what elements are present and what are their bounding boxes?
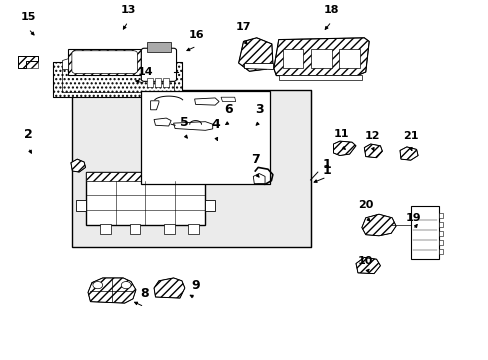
Bar [438, 231, 442, 236]
Polygon shape [238, 38, 272, 71]
Polygon shape [355, 257, 380, 274]
Text: 1: 1 [322, 158, 330, 171]
Text: 12: 12 [364, 131, 380, 141]
Text: 14: 14 [138, 67, 153, 77]
Bar [438, 222, 442, 227]
Text: 11: 11 [333, 129, 348, 139]
Polygon shape [18, 56, 38, 68]
Text: 4: 4 [211, 118, 220, 131]
Circle shape [121, 282, 131, 289]
Circle shape [93, 282, 102, 289]
Bar [438, 240, 442, 245]
Text: 18: 18 [323, 5, 339, 15]
Bar [72, 90, 310, 247]
Bar [188, 224, 199, 234]
Bar [85, 172, 205, 181]
Polygon shape [154, 278, 184, 298]
Bar [438, 249, 442, 254]
Polygon shape [62, 59, 68, 69]
Bar [310, 49, 331, 68]
Bar [85, 172, 205, 225]
Text: 6: 6 [224, 103, 233, 116]
Bar [278, 75, 361, 80]
Text: 8: 8 [140, 287, 148, 300]
Text: 5: 5 [180, 116, 189, 129]
Text: 3: 3 [254, 103, 263, 116]
Bar [61, 67, 173, 92]
FancyBboxPatch shape [72, 51, 137, 73]
Bar [155, 78, 161, 87]
Text: 16: 16 [188, 30, 204, 40]
Text: 19: 19 [405, 213, 420, 223]
Text: 1: 1 [322, 165, 330, 177]
Bar [68, 49, 141, 75]
Polygon shape [71, 159, 85, 172]
Polygon shape [88, 278, 136, 303]
Bar [146, 78, 152, 87]
Bar [53, 62, 182, 97]
Polygon shape [76, 200, 85, 211]
Bar [129, 224, 140, 234]
Polygon shape [364, 144, 382, 158]
Bar [18, 56, 38, 68]
Text: 20: 20 [357, 200, 373, 210]
Bar [141, 91, 269, 184]
Polygon shape [399, 147, 417, 160]
Text: 7: 7 [250, 153, 259, 166]
Text: 2: 2 [24, 128, 33, 141]
Polygon shape [154, 118, 171, 126]
Bar [438, 213, 442, 218]
Polygon shape [253, 174, 264, 184]
Polygon shape [194, 98, 219, 105]
Bar [163, 224, 174, 234]
Bar [100, 224, 111, 234]
Polygon shape [273, 38, 368, 76]
Polygon shape [243, 63, 272, 69]
Text: 21: 21 [402, 131, 418, 141]
Bar [282, 49, 303, 68]
Polygon shape [205, 200, 215, 211]
Polygon shape [361, 214, 395, 236]
Bar [410, 206, 438, 259]
Text: 9: 9 [191, 279, 200, 292]
FancyBboxPatch shape [141, 48, 176, 81]
Text: 10: 10 [357, 256, 373, 266]
Text: 17: 17 [235, 22, 250, 32]
Polygon shape [221, 97, 235, 102]
Polygon shape [173, 122, 212, 130]
Bar [146, 42, 171, 52]
Polygon shape [150, 101, 159, 110]
Text: 13: 13 [120, 5, 136, 15]
Text: 15: 15 [20, 12, 36, 22]
Bar [53, 62, 182, 97]
Polygon shape [333, 141, 355, 156]
Bar [339, 49, 359, 68]
Bar [163, 78, 169, 87]
